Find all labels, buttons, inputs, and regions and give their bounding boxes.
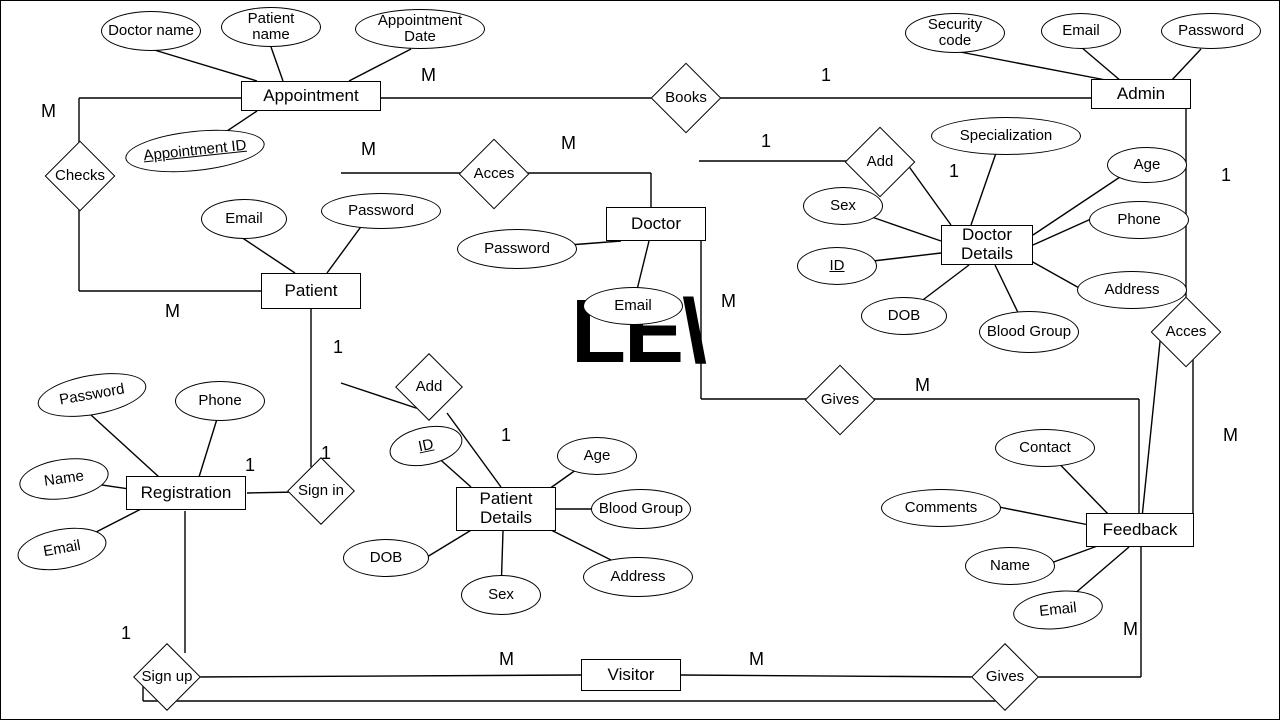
attr-password_admin: Password bbox=[1161, 13, 1261, 49]
entity-patient_details: Patient Details bbox=[456, 487, 556, 531]
attr-contact_fb: Contact bbox=[995, 429, 1095, 467]
attr-email_pat: Email bbox=[201, 199, 287, 239]
cardinality-6: 1 bbox=[949, 161, 959, 182]
cardinality-11: 1 bbox=[245, 455, 255, 476]
cardinality-8: 1 bbox=[333, 337, 343, 358]
attr-sex_pd: Sex bbox=[461, 575, 541, 615]
attr-phone_reg: Phone bbox=[175, 381, 265, 421]
cardinality-19: M bbox=[1123, 619, 1138, 640]
attr-password_doc: Password bbox=[457, 229, 577, 269]
entity-doctor: Doctor bbox=[606, 207, 706, 241]
attr-dob_dd: DOB bbox=[861, 297, 947, 335]
cardinality-7: M bbox=[165, 301, 180, 322]
rel-gives2 bbox=[971, 643, 1039, 711]
attr-sec_code: Security code bbox=[905, 13, 1005, 53]
rel-acces1 bbox=[459, 139, 530, 210]
rel-add1 bbox=[845, 127, 916, 198]
attr-comments_fb: Comments bbox=[881, 489, 1001, 527]
entity-doctor_details: Doctor Details bbox=[941, 225, 1033, 265]
attr-email_fb: Email bbox=[1011, 586, 1104, 633]
rel-books bbox=[651, 63, 722, 134]
attr-email_reg: Email bbox=[14, 521, 110, 576]
attr-name_fb: Name bbox=[965, 547, 1055, 585]
entity-visitor: Visitor bbox=[581, 659, 681, 691]
attr-dob_pd: DOB bbox=[343, 539, 429, 577]
rel-checks bbox=[45, 141, 116, 212]
cardinality-12: 1 bbox=[1221, 165, 1231, 186]
attr-email_admin: Email bbox=[1041, 13, 1121, 49]
attr-email_doc: Email bbox=[583, 287, 683, 325]
cardinality-4: M bbox=[561, 133, 576, 154]
entity-feedback: Feedback bbox=[1086, 513, 1194, 547]
entity-appointment: Appointment bbox=[241, 81, 381, 111]
entity-registration: Registration bbox=[126, 476, 246, 510]
cardinality-1: M bbox=[421, 65, 436, 86]
cardinality-14: M bbox=[721, 291, 736, 312]
cardinality-17: M bbox=[499, 649, 514, 670]
cardinality-15: M bbox=[915, 375, 930, 396]
attr-specialization: Specialization bbox=[931, 117, 1081, 155]
attr-password_reg: Password bbox=[34, 366, 149, 424]
attr-id_pd: ID bbox=[386, 420, 466, 473]
attr-doctor_name: Doctor name bbox=[101, 11, 201, 51]
cardinality-5: 1 bbox=[761, 131, 771, 152]
entity-admin: Admin bbox=[1091, 79, 1191, 109]
er-diagram: { "watermark": "LE\\", "entities": { "ap… bbox=[0, 0, 1280, 720]
cardinality-16: 1 bbox=[121, 623, 131, 644]
attr-appt_date: Appointment Date bbox=[355, 9, 485, 49]
attr-address_dd: Address bbox=[1077, 271, 1187, 309]
rel-signup bbox=[133, 643, 201, 711]
cardinality-9: 1 bbox=[501, 425, 511, 446]
rel-signin bbox=[287, 457, 355, 525]
rel-add2 bbox=[395, 353, 463, 421]
attr-appt_id: Appointment ID bbox=[123, 124, 266, 178]
attr-bg_dd: Blood Group bbox=[979, 311, 1079, 353]
attr-id_dd: ID bbox=[797, 247, 877, 285]
attr-age_dd: Age bbox=[1107, 147, 1187, 183]
cardinality-18: M bbox=[749, 649, 764, 670]
attr-patient_name: Patient name bbox=[221, 7, 321, 47]
rel-gives1 bbox=[805, 365, 876, 436]
attr-phone_dd: Phone bbox=[1089, 201, 1189, 239]
cardinality-13: M bbox=[1223, 425, 1238, 446]
attr-address_pd: Address bbox=[583, 557, 693, 597]
cardinality-3: M bbox=[361, 139, 376, 160]
attr-bg_pd: Blood Group bbox=[591, 489, 691, 529]
cardinality-10: 1 bbox=[321, 443, 331, 464]
cardinality-0: M bbox=[41, 101, 56, 122]
entity-patient: Patient bbox=[261, 273, 361, 309]
attr-name_reg: Name bbox=[17, 453, 112, 505]
attr-age_pd: Age bbox=[557, 437, 637, 475]
attr-password_pat: Password bbox=[321, 193, 441, 229]
attr-sex_dd: Sex bbox=[803, 187, 883, 225]
rel-acces2 bbox=[1151, 297, 1222, 368]
cardinality-2: 1 bbox=[821, 65, 831, 86]
